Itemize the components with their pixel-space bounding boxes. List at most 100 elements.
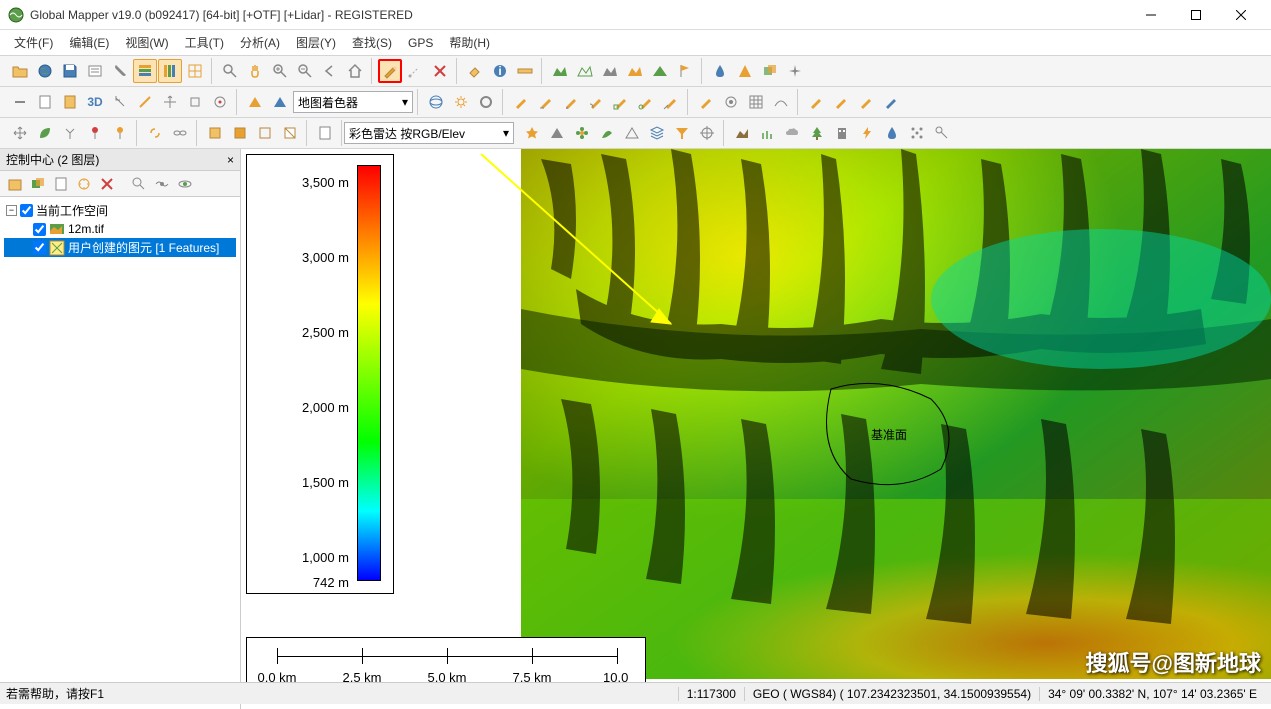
tb3-pin[interactable] xyxy=(83,121,107,145)
terrain1-button[interactable] xyxy=(548,59,572,83)
pen7-button[interactable] xyxy=(659,90,683,114)
zoom-in-button[interactable] xyxy=(268,59,292,83)
curve-button[interactable] xyxy=(769,90,793,114)
tb3-box3[interactable] xyxy=(253,121,277,145)
sb-btn-4[interactable] xyxy=(73,173,95,195)
eraser-button[interactable] xyxy=(463,59,487,83)
menu-view[interactable]: 视图(W) xyxy=(117,31,176,54)
flag-button[interactable] xyxy=(673,59,697,83)
minimize-button[interactable] xyxy=(1128,0,1173,30)
tree-collapse-icon[interactable]: − xyxy=(6,205,17,216)
menu-layers[interactable]: 图层(Y) xyxy=(288,31,344,54)
tb3-cloud[interactable] xyxy=(780,121,804,145)
tb3-mtn2[interactable] xyxy=(730,121,754,145)
sb-btn-7[interactable] xyxy=(151,173,173,195)
tb3-drop[interactable] xyxy=(880,121,904,145)
tb2-5[interactable] xyxy=(108,90,132,114)
pen5-button[interactable] xyxy=(609,90,633,114)
tb2-6[interactable] xyxy=(133,90,157,114)
layers-h-button[interactable] xyxy=(158,59,182,83)
tb2-2[interactable] xyxy=(33,90,57,114)
tb3-chain[interactable] xyxy=(168,121,192,145)
wrench-button[interactable] xyxy=(108,59,132,83)
sb-btn-2[interactable] xyxy=(27,173,49,195)
zoom-tool-button[interactable] xyxy=(218,59,242,83)
tb2-globe[interactable] xyxy=(424,90,448,114)
sb-btn-5[interactable] xyxy=(96,173,118,195)
tb3-tri[interactable] xyxy=(620,121,644,145)
tb3-box4[interactable] xyxy=(278,121,302,145)
tb3-layers[interactable] xyxy=(645,121,669,145)
tb3-leaf2[interactable] xyxy=(595,121,619,145)
globe-button[interactable] xyxy=(33,59,57,83)
menu-edit[interactable]: 编辑(E) xyxy=(61,31,117,54)
overlay-button[interactable] xyxy=(758,59,782,83)
terrain4-button[interactable] xyxy=(623,59,647,83)
tree-layer-1[interactable]: 12m.tif xyxy=(4,220,236,238)
grid2-button[interactable] xyxy=(744,90,768,114)
delete-button[interactable] xyxy=(428,59,452,83)
pen8-button[interactable] xyxy=(694,90,718,114)
pencil-dash-button[interactable] xyxy=(403,59,427,83)
config-button[interactable] xyxy=(83,59,107,83)
tb3-target[interactable] xyxy=(695,121,719,145)
sb-btn-3[interactable] xyxy=(50,173,72,195)
sb-btn-8[interactable] xyxy=(174,173,196,195)
home-button[interactable] xyxy=(343,59,367,83)
pen9-button[interactable] xyxy=(804,90,828,114)
tb2-1[interactable] xyxy=(8,90,32,114)
info-button[interactable]: i xyxy=(488,59,512,83)
3d-button[interactable]: 3D xyxy=(83,90,107,114)
tb2-3[interactable] xyxy=(58,90,82,114)
tb3-tree[interactable] xyxy=(805,121,829,145)
terrain2-button[interactable] xyxy=(573,59,597,83)
tb2-7[interactable] xyxy=(158,90,182,114)
layers-v-button[interactable] xyxy=(133,59,157,83)
pen4-button[interactable] xyxy=(584,90,608,114)
tb3-leaf[interactable] xyxy=(33,121,57,145)
tb2-8[interactable] xyxy=(183,90,207,114)
tree-root[interactable]: − 当前工作空间 xyxy=(4,201,236,220)
tb2-9[interactable] xyxy=(208,90,232,114)
menu-tools[interactable]: 工具(T) xyxy=(177,31,232,54)
open-button[interactable] xyxy=(8,59,32,83)
pen2-button[interactable] xyxy=(534,90,558,114)
back-button[interactable] xyxy=(318,59,342,83)
tb3-fork[interactable] xyxy=(58,121,82,145)
tb2-tri1[interactable] xyxy=(243,90,267,114)
tb2-tri2[interactable] xyxy=(268,90,292,114)
tb2-ring[interactable] xyxy=(474,90,498,114)
tb3-grass[interactable] xyxy=(755,121,779,145)
maximize-button[interactable] xyxy=(1173,0,1218,30)
sb-btn-1[interactable] xyxy=(4,173,26,195)
tb3-pin2[interactable] xyxy=(108,121,132,145)
terrain3-button[interactable] xyxy=(598,59,622,83)
tb2-gear[interactable] xyxy=(449,90,473,114)
tree-layer-2[interactable]: 用户创建的图元 [1 Features] xyxy=(4,238,236,257)
tb3-flower[interactable] xyxy=(570,121,594,145)
tb3-mtn[interactable] xyxy=(545,121,569,145)
tb3-move[interactable] xyxy=(8,121,32,145)
plane-button[interactable] xyxy=(783,59,807,83)
tb3-doc[interactable] xyxy=(313,121,337,145)
tb3-star[interactable] xyxy=(520,121,544,145)
lidar-dropdown[interactable]: 彩色雷达 按RGB/Elev▾ xyxy=(344,122,514,144)
pen3-button[interactable] xyxy=(559,90,583,114)
peak-button[interactable] xyxy=(733,59,757,83)
map-viewport[interactable]: 基准面 3,500 m3,000 m2,500 m2,000 m1,500 m1… xyxy=(241,149,1271,709)
save-button[interactable] xyxy=(58,59,82,83)
tb3-funnel[interactable] xyxy=(670,121,694,145)
tb3-key[interactable] xyxy=(930,121,954,145)
pen1-button[interactable] xyxy=(509,90,533,114)
tb3-bolt[interactable] xyxy=(855,121,879,145)
pan-button[interactable] xyxy=(243,59,267,83)
zoom-out-button[interactable] xyxy=(293,59,317,83)
menu-find[interactable]: 查找(S) xyxy=(344,31,400,54)
digitizer-button[interactable] xyxy=(378,59,402,83)
water-button[interactable] xyxy=(708,59,732,83)
target-button[interactable] xyxy=(719,90,743,114)
pen6-button[interactable] xyxy=(634,90,658,114)
grid-button[interactable] xyxy=(183,59,207,83)
menu-gps[interactable]: GPS xyxy=(400,33,441,53)
measure-button[interactable] xyxy=(513,59,537,83)
